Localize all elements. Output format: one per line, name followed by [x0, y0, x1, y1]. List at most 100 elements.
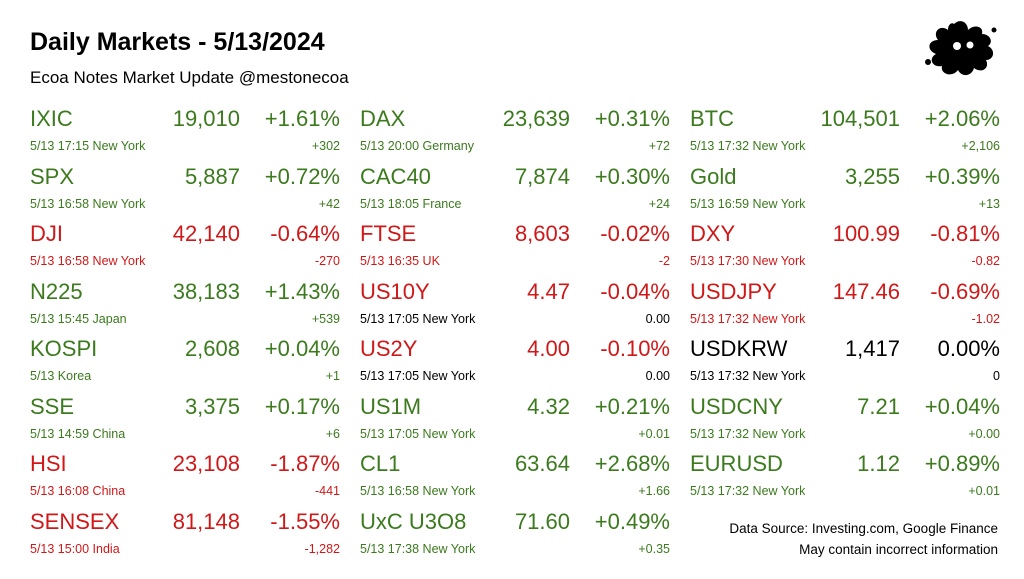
ink-splat-logo-icon — [925, 21, 997, 76]
market-percent-change: +0.89% — [924, 451, 1000, 476]
market-symbol: EURUSD — [690, 451, 783, 476]
market-row-cac40: CAC40 7,874 +0.30% 5/13 18:05 France +24 — [360, 162, 670, 220]
market-timestamp: 5/13 16:59 New York — [690, 196, 806, 211]
market-value: 2,608 — [184, 336, 240, 361]
market-timestamp: 5/13 17:32 New York — [690, 369, 806, 383]
market-timestamp: 5/13 16:58 New York — [30, 254, 146, 268]
market-percent-change: 0.00% — [937, 336, 1000, 361]
market-symbol: US10Y — [360, 278, 430, 304]
market-timestamp: 5/13 15:00 India — [30, 541, 120, 556]
market-percent-change: +0.30% — [594, 163, 670, 189]
market-timestamp: 5/13 17:05 New York — [360, 369, 476, 383]
data-source-note: Data Source: Investing.com, Google Finan… — [729, 518, 998, 560]
market-percent-change: +2.06% — [924, 106, 1000, 131]
market-timestamp: 5/13 17:32 New York — [690, 484, 806, 498]
market-timestamp: 5/13 17:30 New York — [690, 254, 806, 268]
market-abs-change: +42 — [318, 196, 340, 211]
market-row-hsi: HSI 23,108 -1.87% 5/13 16:08 China -441 — [30, 449, 340, 507]
market-value: 3,255 — [844, 163, 900, 189]
market-abs-change: -1,282 — [304, 541, 340, 556]
market-symbol: Gold — [690, 163, 737, 189]
market-abs-change: -441 — [314, 484, 340, 498]
market-row-uxc-u3o8: UxC U3O8 71.60 +0.49% 5/13 17:38 New York +0… — [360, 507, 670, 565]
market-row-ftse: FTSE 8,603 -0.02% 5/13 16:35 UK -2 — [360, 219, 670, 277]
market-symbol: US2Y — [360, 336, 418, 361]
source-text: Data Source: Investing.com, Google Finan… — [729, 521, 998, 536]
market-symbol: USDCNY — [690, 393, 783, 419]
market-row-gold: Gold 3,255 +0.39% 5/13 16:59 New York +13 — [690, 162, 1000, 220]
page-title: Daily Markets - 5/13/2024 — [30, 28, 325, 56]
disclaimer-text: May contain incorrect information — [799, 542, 998, 557]
market-row-btc: BTC 104,501 +2.06% 5/13 17:32 New York +2,10… — [690, 104, 1000, 162]
market-symbol: BTC — [690, 106, 734, 131]
market-abs-change: +0.00 — [968, 426, 1000, 441]
market-abs-change: +1 — [325, 369, 340, 383]
market-row-us2y: US2Y 4.00 -0.10% 5/13 17:05 New York 0.00 — [360, 334, 670, 392]
market-value: 63.64 — [514, 451, 570, 476]
market-abs-change: -270 — [314, 254, 340, 268]
market-column-2: DAX 23,639 +0.31% 5/13 20:00 Germany +72 CAC4… — [360, 104, 670, 564]
page-subtitle: Ecoa Notes Market Update @mestonecoa — [30, 68, 349, 87]
market-row-usdcny: USDCNY 7.21 +0.04% 5/13 17:32 New York +0.00 — [690, 392, 1000, 450]
market-abs-change: 0 — [993, 369, 1000, 383]
market-percent-change: -0.81% — [930, 221, 1000, 246]
market-value: 8,603 — [514, 221, 570, 246]
market-timestamp: 5/13 17:05 New York — [360, 426, 476, 441]
market-row-usdjpy: USDJPY 147.46 -0.69% 5/13 17:32 New York -1.… — [690, 277, 1000, 335]
market-row-eurusd: EURUSD 1.12 +0.89% 5/13 17:32 New York +0.01 — [690, 449, 1000, 507]
market-value: 147.46 — [832, 278, 900, 304]
market-value: 23,639 — [502, 106, 570, 131]
market-symbol: USDKRW — [690, 336, 788, 361]
market-abs-change: +72 — [648, 139, 670, 153]
market-abs-change: +0.01 — [968, 484, 1000, 498]
market-row-sensex: SENSEX 81,148 -1.55% 5/13 15:00 India -1,282 — [30, 507, 340, 565]
market-value: 100.99 — [832, 221, 900, 246]
market-percent-change: -0.10% — [600, 336, 670, 361]
market-value: 81,148 — [172, 508, 240, 534]
market-column-1: IXIC 19,010 +1.61% 5/13 17:15 New York +302 S… — [30, 104, 340, 564]
market-abs-change: -2 — [658, 254, 670, 268]
market-percent-change: -0.02% — [600, 221, 670, 246]
market-symbol: N225 — [30, 278, 83, 304]
market-timestamp: 5/13 16:08 China — [30, 484, 126, 498]
market-value: 38,183 — [172, 278, 240, 304]
market-column-3: BTC 104,501 +2.06% 5/13 17:32 New York +2,10… — [690, 104, 1000, 507]
market-abs-change: +1.66 — [638, 484, 670, 498]
market-timestamp: 5/13 16:35 UK — [360, 254, 440, 268]
market-percent-change: +0.49% — [594, 508, 670, 534]
market-percent-change: +1.61% — [264, 106, 340, 131]
market-abs-change: +2,106 — [961, 139, 1000, 153]
market-symbol: HSI — [30, 451, 67, 476]
market-row-ixic: IXIC 19,010 +1.61% 5/13 17:15 New York +302 — [30, 104, 340, 162]
market-timestamp: 5/13 16:58 New York — [360, 484, 476, 498]
market-value: 3,375 — [184, 393, 240, 419]
market-percent-change: +0.17% — [264, 393, 340, 419]
market-timestamp: 5/13 20:00 Germany — [360, 139, 474, 153]
market-symbol: SSE — [30, 393, 75, 419]
market-abs-change: 0.00 — [645, 369, 670, 383]
market-value: 4.47 — [527, 278, 570, 304]
market-percent-change: +2.68% — [594, 451, 670, 476]
market-percent-change: -0.69% — [930, 278, 1000, 304]
market-symbol: CAC40 — [360, 163, 431, 189]
market-value: 7,874 — [514, 163, 570, 189]
market-percent-change: +1.43% — [264, 278, 340, 304]
market-symbol: KOSPI — [30, 336, 98, 361]
market-abs-change: -0.82 — [971, 254, 1001, 268]
market-timestamp: 5/13 15:45 Japan — [30, 311, 127, 326]
market-abs-change: +302 — [311, 139, 340, 153]
market-timestamp: 5/13 18:05 France — [360, 196, 462, 211]
market-symbol: CL1 — [360, 451, 401, 476]
market-abs-change: -1.02 — [971, 311, 1001, 326]
market-row-dxy: DXY 100.99 -0.81% 5/13 17:30 New York -0.82 — [690, 219, 1000, 277]
market-row-usdkrw: USDKRW 1,417 0.00% 5/13 17:32 New York 0 — [690, 334, 1000, 392]
market-timestamp: 5/13 17:32 New York — [690, 139, 806, 153]
market-symbol: US1M — [360, 393, 422, 419]
market-value: 42,140 — [172, 221, 240, 246]
market-symbol: UxC U3O8 — [360, 508, 467, 534]
market-symbol: DAX — [360, 106, 406, 131]
market-symbol: FTSE — [360, 221, 417, 246]
market-percent-change: -0.64% — [270, 221, 340, 246]
market-timestamp: 5/13 17:38 New York — [360, 541, 476, 556]
market-percent-change: +0.72% — [264, 163, 340, 189]
